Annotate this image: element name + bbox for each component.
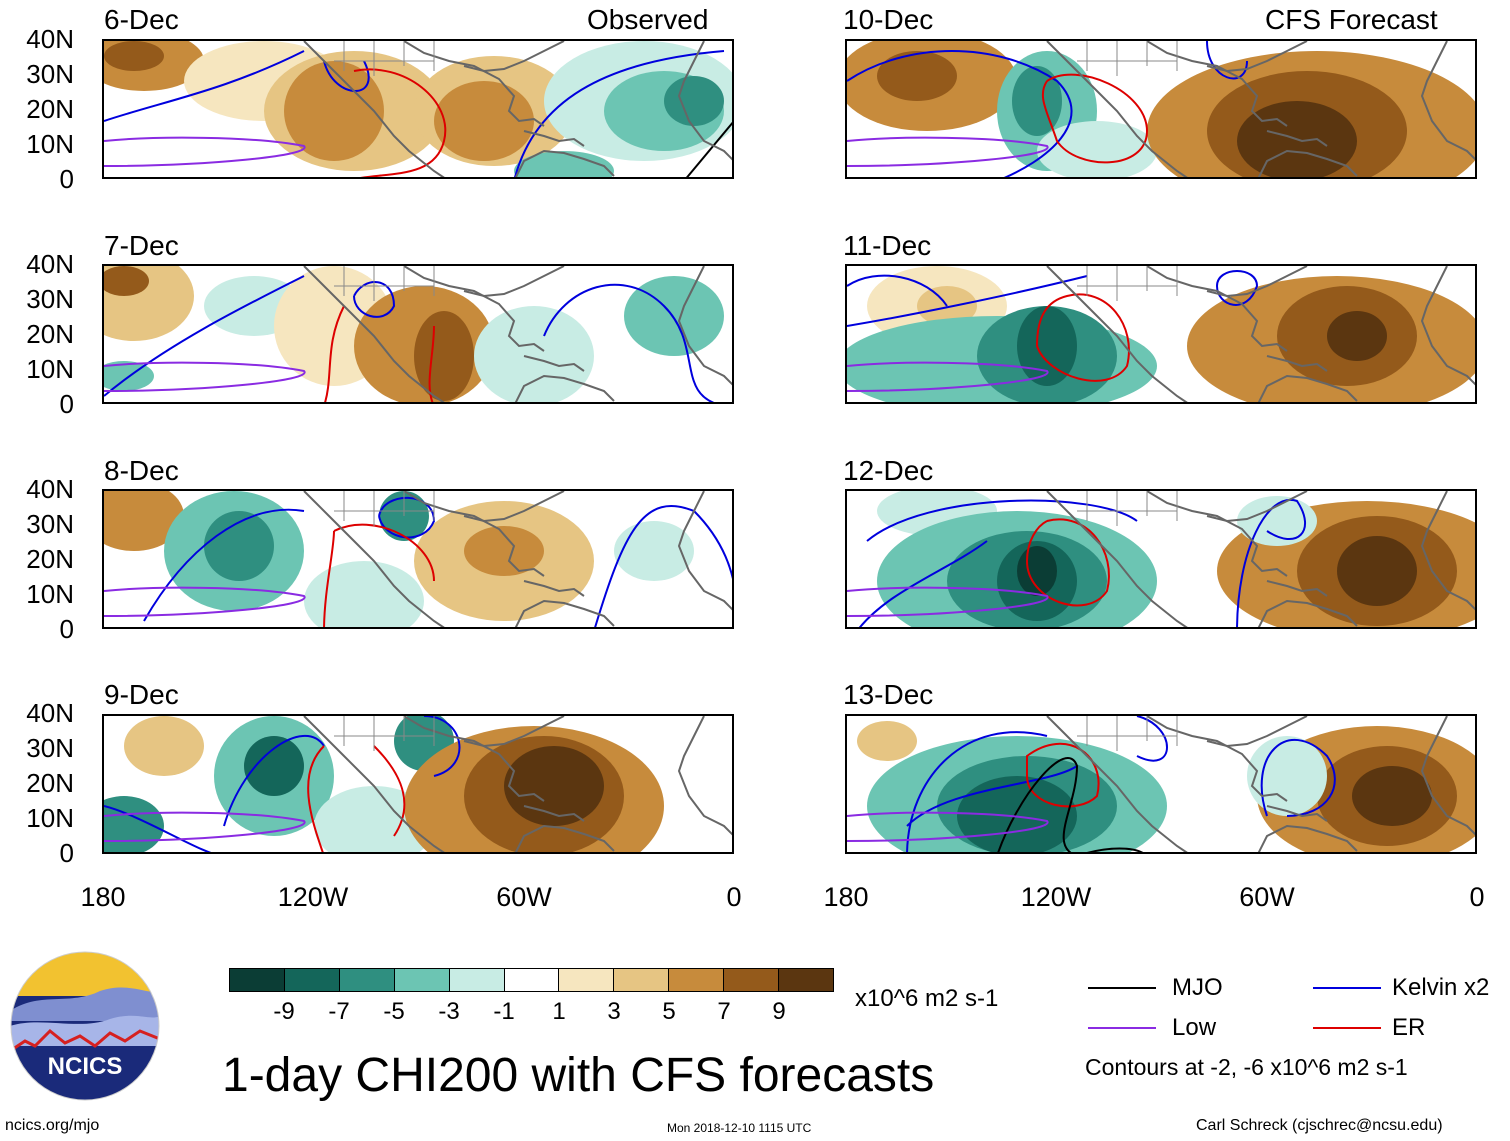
lat-label: 10N: [26, 579, 74, 609]
lon-label: 180: [80, 882, 126, 912]
map-panel-observed-3: [102, 489, 734, 629]
lat-label: 0: [59, 389, 74, 419]
lon-label: 120W: [277, 882, 349, 912]
er-legend-line: [1313, 1027, 1381, 1029]
colorbar-swatch: [284, 969, 340, 991]
colorbar-label: -9: [273, 998, 295, 1025]
footer-website[interactable]: ncics.org/mjo: [5, 1117, 100, 1134]
lat-label: 30N: [26, 733, 74, 763]
kelvin-legend-line: [1313, 987, 1381, 989]
panel-date-label: 11-Dec: [843, 230, 932, 261]
colorbar-swatch: [724, 969, 780, 991]
low-legend-label: Low: [1172, 1014, 1217, 1041]
observed-header: Observed: [587, 4, 709, 35]
colorbar-swatch: [339, 969, 395, 991]
forecast-header: CFS Forecast: [1265, 4, 1438, 35]
colorbar-label: -3: [438, 998, 460, 1025]
colorbar-label: 9: [772, 998, 786, 1025]
panel-date-label: 7-Dec: [104, 230, 179, 261]
colorbar-label: 5: [662, 998, 676, 1025]
colorbar-swatch: [669, 969, 725, 991]
colorbar-swatch: [230, 969, 285, 991]
colorbar-label: 1: [552, 998, 566, 1025]
colorbar-swatch: [504, 969, 560, 991]
colorbar-swatch: [394, 969, 450, 991]
ncics-logo: NCICS: [10, 951, 160, 1101]
panel-date-label: 9-Dec: [104, 679, 179, 710]
panel-date-label: 10-Dec: [843, 4, 934, 35]
colorbar: [229, 968, 834, 992]
lat-label: 20N: [26, 319, 74, 349]
map-panel-forecast-2: [845, 264, 1477, 404]
lon-label: 0: [726, 882, 742, 912]
lon-label: 60W: [496, 882, 552, 912]
colorbar-label: -7: [328, 998, 350, 1025]
lat-label: 0: [59, 164, 74, 194]
colorbar-swatch: [614, 969, 670, 991]
contours-note: Contours at -2, -6 x10^6 m2 s-1: [1085, 1054, 1408, 1080]
colorbar-label: -5: [383, 998, 405, 1025]
lon-label: 60W: [1239, 882, 1295, 912]
lat-label: 30N: [26, 284, 74, 314]
lat-label: 0: [59, 838, 74, 868]
lat-label: 30N: [26, 59, 74, 89]
colorbar-swatch: [449, 969, 505, 991]
logo-text: NCICS: [48, 1053, 123, 1080]
lat-label: 10N: [26, 803, 74, 833]
panel-date-label: 12-Dec: [843, 455, 934, 486]
lat-label: 0: [59, 614, 74, 644]
panel-date-label: 8-Dec: [104, 455, 179, 486]
panel-date-label: 6-Dec: [104, 4, 179, 35]
map-panel-observed-1: [102, 39, 734, 179]
lat-label: 20N: [26, 768, 74, 798]
mjo-legend-line: [1088, 987, 1156, 989]
er-legend-label: ER: [1392, 1014, 1426, 1041]
colorbar-label: -1: [493, 998, 515, 1025]
lon-label: 120W: [1020, 882, 1092, 912]
colorbar-swatch: [559, 969, 615, 991]
colorbar-units: x10^6 m2 s-1: [855, 985, 999, 1012]
map-panel-forecast-3: [845, 489, 1477, 629]
mjo-legend-label: MJO: [1172, 974, 1223, 1001]
panel-date-label: 13-Dec: [843, 679, 934, 710]
low-legend-line: [1088, 1027, 1156, 1029]
page-title: 1-day CHI200 with CFS forecasts: [222, 1049, 935, 1102]
colorbar-label: 7: [717, 998, 731, 1025]
lon-label: 180: [823, 882, 869, 912]
map-panel-forecast-4: [845, 714, 1477, 854]
lon-label: 0: [1469, 882, 1485, 912]
lat-label: 20N: [26, 544, 74, 574]
map-panel-observed-2: [102, 264, 734, 404]
lat-label: 40N: [26, 474, 74, 504]
lat-label: 40N: [26, 698, 74, 728]
footer-timestamp: Mon 2018-12-10 1115 UTC: [667, 1121, 812, 1135]
lat-label: 30N: [26, 509, 74, 539]
footer-author: Carl Schreck (cjschrec@ncsu.edu): [1196, 1117, 1443, 1134]
map-panel-forecast-1: [845, 39, 1477, 179]
lat-label: 10N: [26, 354, 74, 384]
colorbar-label: 3: [607, 998, 621, 1025]
map-panel-observed-4: [102, 714, 734, 854]
lat-label: 40N: [26, 24, 74, 54]
lat-label: 20N: [26, 94, 74, 124]
lat-label: 10N: [26, 129, 74, 159]
kelvin-legend-label: Kelvin x2: [1392, 974, 1490, 1001]
colorbar-swatch: [779, 969, 833, 991]
lat-label: 40N: [26, 249, 74, 279]
